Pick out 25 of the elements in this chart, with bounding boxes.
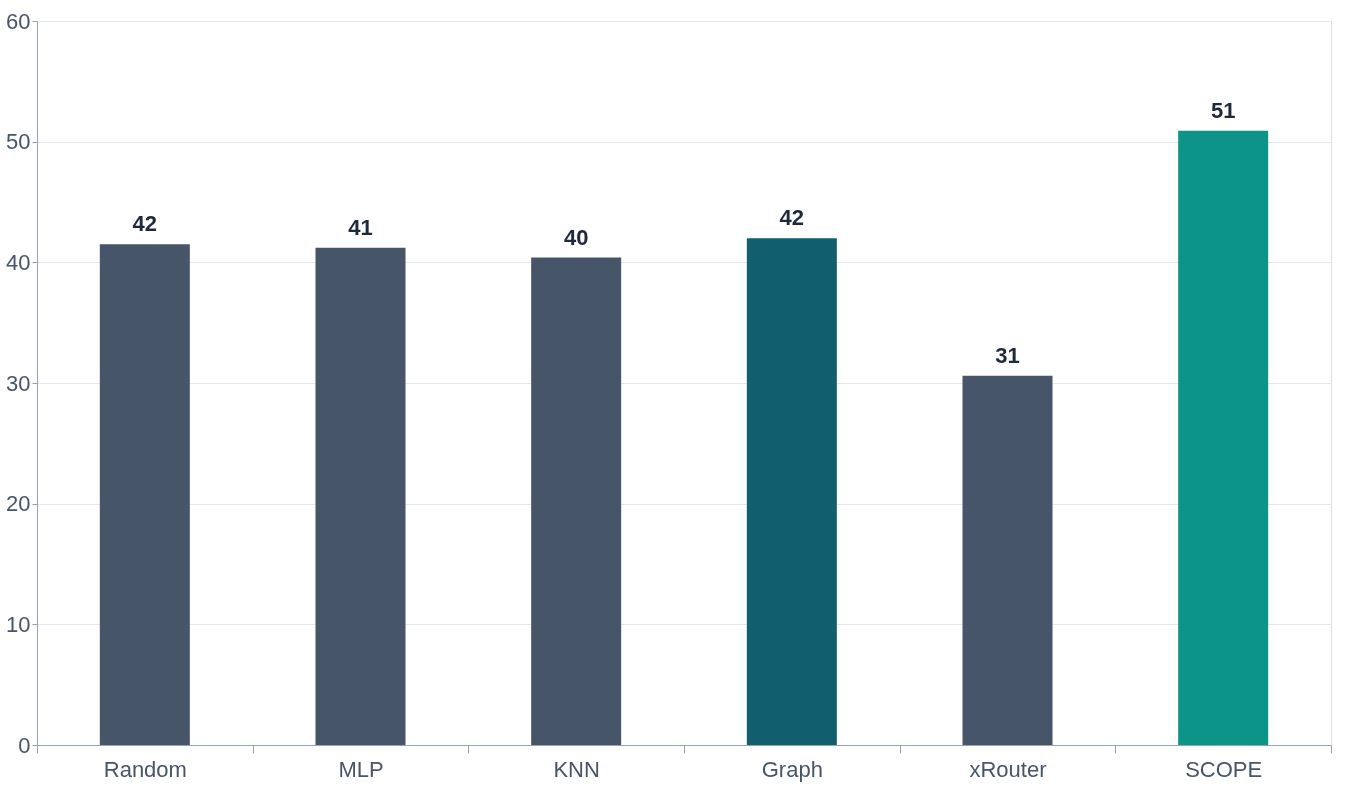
x-tick-label: MLP bbox=[338, 756, 384, 782]
data-label: 31 bbox=[995, 342, 1020, 368]
data-label: 41 bbox=[348, 214, 373, 240]
y-tick-label: 60 bbox=[6, 8, 31, 34]
data-label: 51 bbox=[1210, 97, 1236, 123]
y-tick-label: 30 bbox=[6, 370, 31, 396]
x-tick-label: SCOPE bbox=[1185, 756, 1263, 782]
x-tick-label: xRouter bbox=[969, 756, 1047, 782]
bar bbox=[315, 247, 406, 745]
data-label: 42 bbox=[132, 211, 158, 237]
bar bbox=[531, 257, 622, 745]
bar bbox=[962, 375, 1053, 745]
y-tick-label: 10 bbox=[6, 611, 31, 637]
bar bbox=[99, 244, 190, 745]
y-tick-label: 50 bbox=[6, 129, 31, 155]
x-tick-label: KNN bbox=[553, 756, 600, 782]
x-tick-label: Random bbox=[103, 756, 187, 782]
bar bbox=[746, 238, 837, 745]
data-label: 40 bbox=[563, 224, 589, 250]
data-label: 42 bbox=[779, 205, 805, 231]
y-tick-label: 20 bbox=[6, 491, 31, 517]
y-tick-label: 0 bbox=[18, 732, 31, 758]
x-tick-label: Graph bbox=[761, 756, 823, 782]
y-tick-label: 40 bbox=[6, 249, 31, 275]
bar bbox=[1178, 130, 1269, 745]
